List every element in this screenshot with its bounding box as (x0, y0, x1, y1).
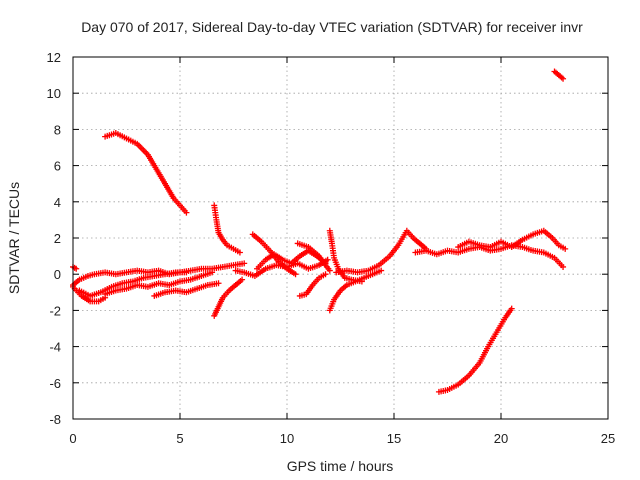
data-point (560, 263, 567, 270)
axis-ticks: 0 5 10 15 20 25 -8 -6 -4 -2 0 2 4 6 8 10 12 (47, 50, 616, 446)
series-arc-15 (326, 267, 385, 314)
y-tick-label: -2 (49, 303, 61, 318)
y-tick-label: 0 (54, 267, 61, 282)
series-arc-5 (151, 280, 222, 299)
x-tick-label: 20 (494, 431, 508, 446)
data-point (292, 271, 299, 278)
data-point (508, 305, 515, 312)
series-arc-19 (435, 305, 515, 395)
series-arc-1 (70, 260, 248, 289)
series-arc-14 (326, 227, 365, 285)
grid-lines (73, 57, 608, 419)
plot-area (70, 68, 569, 395)
data-point (241, 260, 248, 267)
y-tick-label: -4 (49, 340, 61, 355)
series-arc-18 (455, 227, 569, 252)
x-axis-label: GPS time / hours (287, 458, 394, 474)
data-point (322, 271, 329, 278)
series-arc-6 (102, 130, 190, 216)
data-point (326, 267, 333, 274)
data-point (215, 280, 222, 287)
series-arc-7 (211, 202, 243, 256)
chart-title: Day 070 of 2017, Sidereal Day-to-day VTE… (81, 19, 583, 35)
series-arc-8 (211, 276, 246, 319)
y-tick-label: 4 (54, 195, 61, 210)
series-arc-20 (551, 68, 567, 82)
series-arc-13 (296, 271, 329, 299)
data-point (183, 209, 190, 216)
y-tick-label: 8 (54, 122, 61, 137)
y-tick-label: 10 (47, 86, 61, 101)
x-tick-label: 0 (69, 431, 76, 446)
x-tick-label: 10 (280, 431, 294, 446)
series-arc-12 (294, 240, 333, 274)
y-tick-label: 6 (54, 159, 61, 174)
data-point (324, 256, 331, 263)
x-tick-label: 15 (387, 431, 401, 446)
data-point (183, 269, 190, 276)
y-axis-label: SDTVAR / TECUs (6, 182, 22, 294)
y-tick-label: -8 (49, 412, 61, 427)
series-arc-21 (70, 263, 80, 272)
data-point (378, 267, 385, 274)
series-arc-4 (102, 269, 216, 298)
data-point (562, 245, 569, 252)
y-tick-label: 12 (47, 50, 61, 65)
data-point (73, 265, 80, 272)
data-point (236, 249, 243, 256)
data-point (209, 269, 216, 276)
data-point (560, 75, 567, 82)
y-tick-label: 2 (54, 231, 61, 246)
data-point (239, 276, 246, 283)
y-tick-label: -6 (49, 376, 61, 391)
x-tick-label: 5 (176, 431, 183, 446)
x-tick-label: 25 (601, 431, 615, 446)
